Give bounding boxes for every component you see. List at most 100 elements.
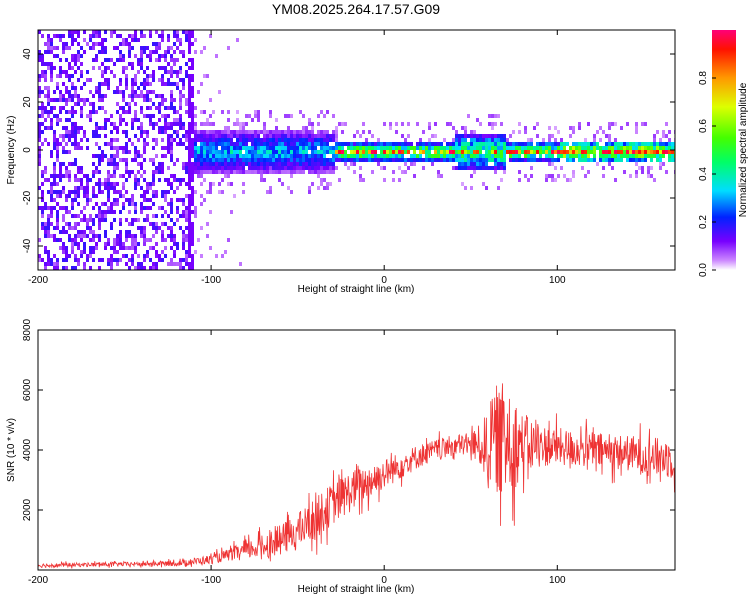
heatmap-cell [473,162,476,166]
heatmap-cell [116,166,119,170]
heatmap-cell [128,266,131,270]
heatmap-cell [59,74,62,78]
heatmap-cell [116,110,119,114]
heatmap-cell [191,174,194,178]
heatmap-cell [77,246,80,250]
heatmap-cell [65,70,68,74]
heatmap-cell [71,42,74,46]
heatmap-cell [164,194,167,198]
heatmap-cell [116,86,119,90]
heatmap-cell [404,170,407,174]
heatmap-cell [98,218,101,222]
heatmap-cell [230,146,233,150]
heatmap-cell [209,210,212,214]
heatmap-cell [254,150,257,154]
heatmap-cell [191,230,194,234]
heatmap-cell [161,250,164,254]
heatmap-cell [446,150,449,154]
heatmap-cell [191,194,194,198]
heatmap-cell [113,30,116,34]
heatmap-cell [38,254,41,258]
heatmap-cell [323,114,326,118]
heatmap-cell [95,242,98,246]
heatmap-cell [272,170,275,174]
heatmap-cell [431,154,434,158]
heatmap-cell [209,158,212,162]
heatmap-cell [314,170,317,174]
heatmap-cell [152,126,155,130]
heatmap-cell [116,190,119,194]
heatmap-cell [53,98,56,102]
heatmap-cell [629,146,632,150]
heatmap-cell [269,110,272,114]
heatmap-cell [251,146,254,150]
heatmap-cell [497,114,500,118]
heatmap-cell [416,122,419,126]
heatmap-cell [149,222,152,226]
heatmap-cell [230,154,233,158]
heatmap-cell [47,250,50,254]
heatmap-cell [83,262,86,266]
heatmap-cell [182,246,185,250]
heatmap-cell [101,38,104,42]
heatmap-cell [257,142,260,146]
heatmap-cell [317,166,320,170]
heatmap-cell [188,34,191,38]
heatmap-cell [146,66,149,70]
heatmap-cell [98,222,101,226]
heatmap-cell [497,138,500,142]
heatmap-cell [83,230,86,234]
heatmap-cell [119,230,122,234]
heatmap-cell [272,162,275,166]
heatmap-cell [122,194,125,198]
heatmap-cell [266,146,269,150]
heatmap-cell [77,214,80,218]
heatmap-cell [449,158,452,162]
heatmap-cell [185,210,188,214]
heatmap-cell [197,146,200,150]
heatmap-cell [71,226,74,230]
heatmap-cell [125,130,128,134]
heatmap-cell [272,134,275,138]
heatmap-cell [188,214,191,218]
heatmap-cell [314,154,317,158]
heatmap-cell [152,146,155,150]
heatmap-cell [101,82,104,86]
heatmap-cell [155,122,158,126]
heatmap-cell [182,134,185,138]
heatmap-cell [272,150,275,154]
heatmap-cell [155,222,158,226]
heatmap-cell [338,122,341,126]
heatmap-cell [158,46,161,50]
heatmap-cell [179,106,182,110]
heatmap-cell [668,150,671,154]
heatmap-cell [116,202,119,206]
heatmap-cell [155,138,158,142]
heatmap-cell [233,150,236,154]
heatmap-cell [548,138,551,142]
heatmap-cell [470,162,473,166]
heatmap-cell [182,214,185,218]
heatmap-cell [77,230,80,234]
heatmap-cell [311,122,314,126]
heatmap-cell [227,126,230,130]
heatmap-cell [401,170,404,174]
heatmap-cell [83,186,86,190]
heatmap-cell [323,162,326,166]
heatmap-cell [149,30,152,34]
heatmap-cell [290,170,293,174]
heatmap-cell [251,142,254,146]
heatmap-cell [419,146,422,150]
heatmap-cell [86,146,89,150]
heatmap-cell [62,230,65,234]
heatmap-cell [179,142,182,146]
heatmap-cell [263,162,266,166]
heatmap-cell [215,154,218,158]
heatmap-cell [74,70,77,74]
heatmap-cell [185,134,188,138]
heatmap-cell [74,226,77,230]
heatmap-cell [95,194,98,198]
heatmap-cell [188,98,191,102]
heatmap-cell [104,218,107,222]
x-tick-label: -100 [201,575,221,586]
